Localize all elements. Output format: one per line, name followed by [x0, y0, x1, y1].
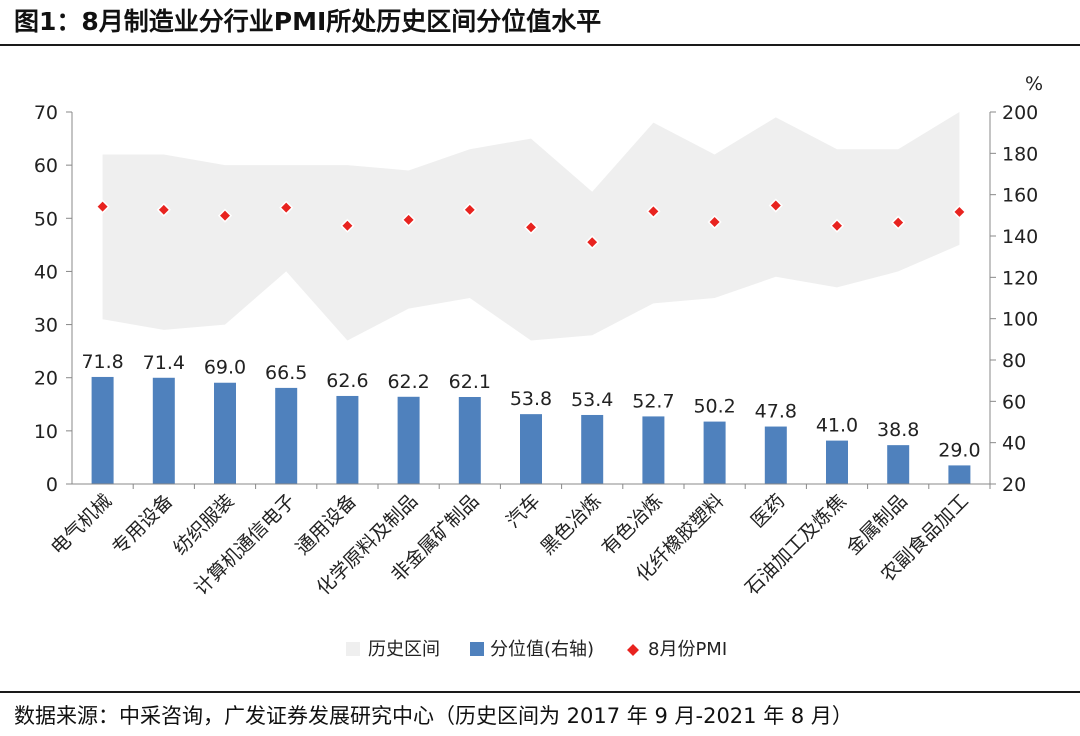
right-tick-label: 20 — [1002, 474, 1026, 496]
figure-title: 图1：8月制造业分行业PMI所处历史区间分位值水平 — [14, 7, 602, 36]
bar-value-label-15: 29.0 — [938, 439, 980, 461]
bar-value-label-10: 52.7 — [632, 390, 674, 412]
bar-5 — [336, 395, 359, 484]
bar-value-label-11: 50.2 — [693, 396, 735, 418]
pmi-point-2 — [156, 202, 171, 217]
pmi-point-8 — [523, 220, 539, 235]
pmi-point-10 — [646, 204, 661, 219]
bar-6 — [397, 396, 420, 484]
right-tick-label: 80 — [1002, 350, 1026, 372]
legend-bar-label: 分位值(右轴) — [490, 639, 594, 660]
pmi-point-5 — [340, 218, 355, 233]
bar-value-label-7: 62.1 — [449, 371, 491, 393]
chart: 0 10 20 30 40 50 60 70 20 40 60 80 100 120 140 160 180 20… — [34, 73, 1043, 660]
bar-value-label-4: 66.5 — [265, 362, 307, 384]
legend-range-label: 历史区间 — [368, 639, 440, 660]
right-tick-label: 100 — [1002, 309, 1038, 331]
right-axis-unit: % — [1025, 73, 1043, 95]
pmi-point-9 — [585, 235, 600, 250]
right-tick-label: 60 — [1002, 391, 1026, 413]
bar-value-label-6: 62.2 — [387, 371, 429, 393]
pmi-point-3 — [217, 208, 233, 223]
x-tick-label: 黑色冶炼 — [536, 490, 605, 559]
bar-value-label-2: 71.4 — [143, 352, 185, 374]
pmi-point-13 — [829, 218, 845, 233]
bar-11 — [703, 421, 726, 484]
source-rule — [0, 691, 1080, 693]
bar-13 — [826, 440, 848, 484]
legend-pmi-label: 8月份PMI — [648, 639, 727, 660]
pmi-point-1 — [95, 199, 110, 214]
bar-15 — [948, 465, 971, 484]
left-tick-label: 10 — [34, 421, 58, 443]
legend-pmi-marker — [624, 641, 642, 659]
x-tick-label: 医药 — [747, 490, 789, 532]
x-tick-label: 电气机械 — [47, 490, 116, 559]
bar-2 — [152, 377, 175, 484]
left-tick-label: 0 — [46, 474, 58, 496]
bar-value-label-14: 38.8 — [877, 419, 919, 441]
pmi-point-6 — [401, 212, 416, 227]
source-note: 数据来源：中采咨询，广发证券发展研究中心（历史区间为 2017 年 9 月-20… — [14, 704, 853, 728]
left-tick-label: 20 — [34, 368, 58, 390]
pmi-point-15 — [952, 204, 967, 219]
bar-value-label-5: 62.6 — [326, 370, 368, 392]
right-tick-label: 200 — [1002, 102, 1038, 124]
bar-14 — [887, 445, 910, 484]
bar-4 — [275, 387, 298, 484]
left-tick-label: 60 — [34, 155, 58, 177]
bar-value-label-8: 53.8 — [510, 388, 552, 410]
x-tick-label: 汽车 — [502, 490, 544, 532]
title-rule — [0, 44, 1080, 46]
pmi-point-7 — [462, 202, 477, 217]
pmi-point-12 — [768, 198, 783, 213]
legend-bar-swatch — [470, 642, 484, 656]
left-tick-label: 70 — [34, 102, 58, 124]
pmi-point-4 — [279, 200, 294, 215]
right-tick-label: 120 — [1002, 267, 1038, 289]
bar-value-label-13: 41.0 — [816, 415, 858, 437]
bar-10 — [642, 416, 665, 484]
right-tick-label: 160 — [1002, 185, 1038, 207]
bar-8 — [520, 414, 542, 484]
bar-12 — [764, 426, 787, 484]
right-tick-label: 180 — [1002, 143, 1038, 165]
legend-range-swatch — [346, 642, 360, 656]
right-tick-label: 40 — [1002, 433, 1026, 455]
bar-9 — [581, 414, 604, 484]
bar-value-label-3: 69.0 — [204, 357, 246, 379]
bar-7 — [458, 396, 481, 484]
bar-3 — [214, 382, 236, 484]
pmi-point-11 — [707, 214, 722, 230]
x-tick-label: 专用设备 — [108, 490, 177, 559]
left-tick-label: 50 — [34, 208, 58, 230]
left-tick-label: 30 — [34, 315, 58, 337]
pmi-point-14 — [891, 215, 906, 230]
bar-value-label-1: 71.8 — [81, 351, 123, 373]
right-tick-label: 140 — [1002, 226, 1038, 248]
bar-1 — [91, 376, 114, 484]
left-tick-label: 40 — [34, 261, 58, 283]
bar-value-label-12: 47.8 — [755, 401, 797, 423]
bar-value-label-9: 53.4 — [571, 389, 613, 411]
